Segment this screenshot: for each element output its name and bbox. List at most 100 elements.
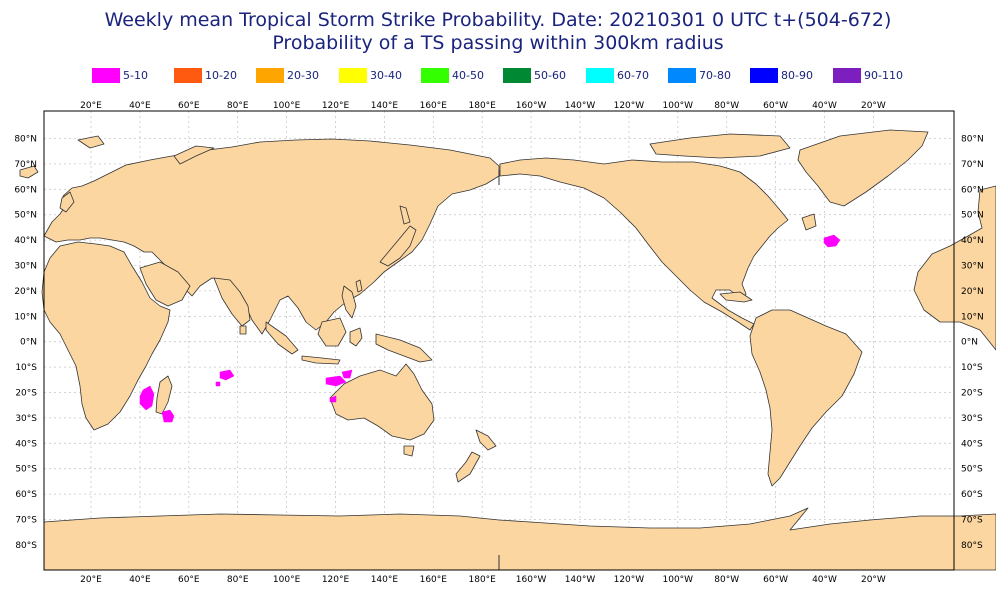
latitude-label: 10°S <box>961 363 983 373</box>
longitude-label: 80°W <box>714 101 739 111</box>
legend-item: 30-40 <box>339 66 402 84</box>
legend-swatch <box>586 67 614 83</box>
legend-label: 60-70 <box>617 68 649 82</box>
legend-item: 20-30 <box>256 66 319 84</box>
map-title: Weekly mean Tropical Storm Strike Probab… <box>104 9 892 31</box>
africa <box>41 241 171 431</box>
longitude-label: 20°W <box>861 101 886 111</box>
longitude-label: 100°E <box>273 575 301 585</box>
latitude-label: 20°N <box>961 287 984 297</box>
longitude-label: 100°W <box>663 575 694 585</box>
java <box>301 355 341 365</box>
latitude-label: 80°S <box>15 541 37 551</box>
latitude-label: 40°N <box>14 236 37 246</box>
latitude-label: 10°N <box>14 312 37 322</box>
latitude-label: 50°N <box>961 211 984 221</box>
philippines <box>341 285 357 319</box>
japan <box>379 225 417 267</box>
legend-item: 50-60 <box>503 66 566 84</box>
newfoundland <box>801 213 817 231</box>
svalbard <box>77 135 105 149</box>
arctic-archipelago <box>649 133 791 159</box>
madagascar <box>155 375 173 415</box>
legend-swatch <box>833 67 861 83</box>
legend-swatch <box>92 67 120 83</box>
longitude-label: 120°W <box>614 101 645 111</box>
map-frame <box>43 110 955 571</box>
landmasses <box>19 129 996 571</box>
legend-item: 10-20 <box>174 66 237 84</box>
probability-legend: 5-10 10-20 20-30 30-40 40-50 50-60 60-70… <box>0 66 996 84</box>
latitude-label: 20°S <box>961 389 983 399</box>
longitude-label: 160°E <box>420 575 448 585</box>
new-zealand-north <box>475 429 497 451</box>
latitude-label: 80°N <box>14 135 37 145</box>
latitude-labels-right: 80°N 70°N 60°N 50°N 40°N 30°N 20°N 10°N 0°N 10°S 2… <box>961 135 984 551</box>
legend-label: 90-110 <box>864 68 903 82</box>
sakhalin <box>399 205 411 225</box>
legend-item: 90-110 <box>833 66 903 84</box>
greenland <box>797 129 929 207</box>
latitude-label: 70°N <box>14 160 37 170</box>
longitude-label: 60°E <box>178 575 200 585</box>
probability-area <box>139 385 155 411</box>
tasmania <box>403 445 415 457</box>
latitude-label: 70°S <box>15 516 37 526</box>
latitude-label: 50°N <box>14 211 37 221</box>
longitude-label: 60°E <box>178 101 200 111</box>
latitude-label: 40°S <box>15 439 37 449</box>
probability-areas <box>139 234 841 423</box>
novaya-zemlya <box>173 145 215 165</box>
sri-lanka <box>239 325 247 335</box>
probability-area <box>215 381 221 387</box>
latitude-label: 30°N <box>14 262 37 272</box>
longitude-label: 20°W <box>861 575 886 585</box>
latitude-label: 60°N <box>14 185 37 195</box>
probability-area <box>329 395 337 403</box>
latitude-label: 70°S <box>961 516 983 526</box>
latitude-label: 30°S <box>15 414 37 424</box>
legend-item: 70-80 <box>668 66 731 84</box>
longitude-label: 80°W <box>714 575 739 585</box>
legend-label: 20-30 <box>287 68 319 82</box>
longitude-label: 120°E <box>322 101 350 111</box>
new-zealand-south <box>455 451 481 483</box>
legend-label: 40-50 <box>452 68 484 82</box>
latitude-label: 40°N <box>961 236 984 246</box>
legend-label: 5-10 <box>123 68 148 82</box>
legend-item: 80-90 <box>750 66 813 84</box>
longitude-label: 100°E <box>273 101 301 111</box>
longitude-label: 120°E <box>322 575 350 585</box>
longitude-label: 160°W <box>516 575 547 585</box>
longitude-label: 80°E <box>227 101 249 111</box>
longitude-label: 160°E <box>420 101 448 111</box>
longitude-label: 180°E <box>469 101 497 111</box>
longitude-label: 140°E <box>371 101 399 111</box>
latitude-label: 30°S <box>961 414 983 424</box>
indian-subcontinent <box>213 277 251 327</box>
borneo <box>317 317 347 347</box>
probability-area <box>325 375 347 387</box>
longitude-label: 100°W <box>663 101 694 111</box>
longitude-label: 140°W <box>565 101 596 111</box>
legend-item: 5-10 <box>92 66 148 84</box>
longitude-label: 140°E <box>371 575 399 585</box>
legend-label: 10-20 <box>205 68 237 82</box>
north-america <box>499 157 789 331</box>
legend-swatch <box>503 67 531 83</box>
longitude-label: 20°E <box>80 575 102 585</box>
legend-swatch <box>174 67 202 83</box>
legend-swatch <box>339 67 367 83</box>
legend-label: 50-60 <box>534 68 566 82</box>
longitude-labels-bottom: 20°E 40°E 60°E 80°E 100°E 120°E 140°E 160°E 180°… <box>80 575 886 585</box>
iceland <box>19 165 39 179</box>
latitude-label: 60°S <box>961 490 983 500</box>
probability-area <box>823 234 841 248</box>
latitude-label: 30°N <box>961 262 984 272</box>
latitude-label: 70°N <box>961 160 984 170</box>
latitude-label: 80°S <box>961 541 983 551</box>
longitude-label: 40°W <box>812 575 837 585</box>
longitude-label: 160°W <box>516 101 547 111</box>
longitude-label: 140°W <box>565 575 596 585</box>
